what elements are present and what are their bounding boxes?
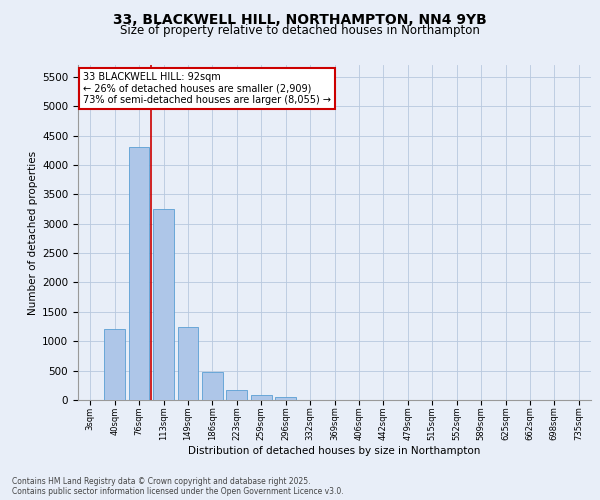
Bar	[275, 397, 296, 400]
X-axis label: Distribution of detached houses by size in Northampton: Distribution of detached houses by size …	[188, 446, 481, 456]
Text: Contains public sector information licensed under the Open Government Licence v3: Contains public sector information licen…	[12, 488, 344, 496]
Bar	[178, 326, 199, 400]
Text: Contains HM Land Registry data © Crown copyright and database right 2025.: Contains HM Land Registry data © Crown c…	[12, 478, 311, 486]
Text: 33, BLACKWELL HILL, NORTHAMPTON, NN4 9YB: 33, BLACKWELL HILL, NORTHAMPTON, NN4 9YB	[113, 12, 487, 26]
Bar	[226, 390, 247, 400]
Text: Size of property relative to detached houses in Northampton: Size of property relative to detached ho…	[120, 24, 480, 37]
Y-axis label: Number of detached properties: Number of detached properties	[28, 150, 38, 314]
Text: 33 BLACKWELL HILL: 92sqm
← 26% of detached houses are smaller (2,909)
73% of sem: 33 BLACKWELL HILL: 92sqm ← 26% of detach…	[83, 72, 331, 105]
Bar	[128, 148, 149, 400]
Bar	[104, 330, 125, 400]
Bar	[251, 396, 272, 400]
Bar	[153, 209, 174, 400]
Bar	[202, 372, 223, 400]
